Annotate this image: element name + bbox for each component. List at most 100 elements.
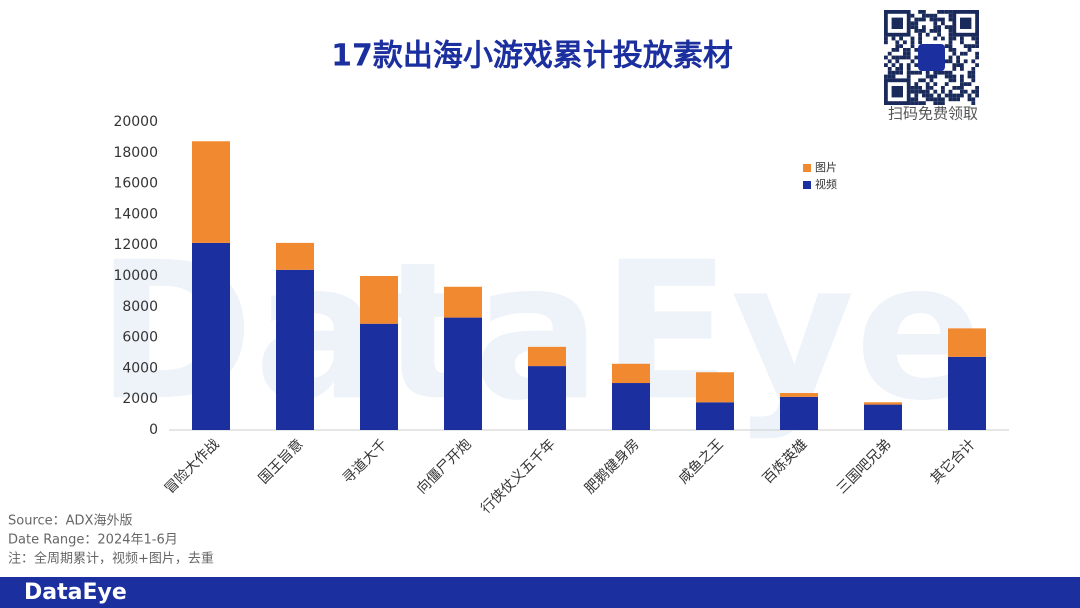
qr-module [918,89,922,94]
qr-module [887,67,892,71]
qr-module [948,89,953,94]
qr-module [906,63,911,67]
qr-module [910,97,915,102]
bar [780,396,818,430]
qr-module [952,51,957,56]
qr-module [956,86,960,90]
qr-module [922,101,926,105]
qr-module [971,101,976,105]
qr-module [918,17,922,22]
y-tick-label: 4000 [122,360,158,376]
qr-module [933,70,938,75]
qr-logo [918,44,945,71]
qr-module [971,97,976,102]
bar [528,346,566,367]
qr-module [971,78,976,83]
qr-module [922,17,926,22]
y-tick-label: 2000 [122,391,158,407]
qr-module [925,93,930,98]
qr-module [937,97,941,102]
qr-module [925,89,930,94]
qr-module [975,36,979,41]
qr-module [941,21,945,26]
qr-module [948,25,953,29]
qr-module [922,13,926,18]
qr-module [925,70,930,75]
qr-module [910,59,915,64]
qr-module [933,21,938,26]
qr-module [906,70,911,75]
qr-module [899,67,903,71]
qr-module [960,86,964,90]
qr-module [948,70,953,75]
qr-module [895,67,900,71]
qr-module [971,44,976,48]
qr-module [914,86,919,90]
qr-module [937,17,941,22]
qr-module [948,40,953,45]
qr-module [956,63,960,67]
qr-finder [884,78,911,106]
qr-module [941,97,945,102]
qr-module [884,36,888,41]
qr-module [914,25,919,29]
qr-module [891,74,896,79]
qr-module [956,59,960,64]
qr-module [925,13,930,18]
qr-module [929,13,934,18]
qr-module [884,63,888,67]
qr-module [933,25,938,29]
qr-module [960,93,964,98]
qr-module [933,36,938,41]
qr-module [929,97,934,102]
note: 注：全周期累计，视频+图片，去重 [8,551,214,567]
qr-module [967,74,972,79]
qr-module [918,29,922,33]
qr-module [914,93,919,98]
qr-module [960,63,964,67]
qr-module [948,13,953,18]
qr-module [925,86,930,90]
qr-module [967,44,972,48]
qr-module [960,89,964,94]
y-tick-label: 20000 [113,114,158,130]
qr-module [952,86,957,90]
qr-module [941,70,945,75]
qr-module [960,78,964,83]
qr-module [918,10,922,14]
bar [444,317,482,430]
bar [528,366,566,430]
qr-module [910,13,915,18]
qr-module [944,10,949,14]
y-tick-label: 8000 [122,299,158,315]
qr-module [895,44,900,48]
qr-module [903,55,907,60]
qr-module [948,78,953,83]
qr-module [963,89,968,94]
bar [612,363,650,384]
bar [192,141,230,243]
qr-module [895,55,900,60]
qr-finder [960,17,972,29]
bar [444,286,482,318]
y-tick-label: 0 [149,422,158,438]
bar [276,242,314,270]
qr-module [929,17,934,22]
qr-module [914,55,919,60]
qr-module [960,82,964,86]
qr-module [956,93,960,98]
qr-module [971,59,976,64]
qr-module [887,59,892,64]
qr-module [899,70,903,75]
qr-module [960,51,964,56]
qr-module [937,25,941,29]
qr-module [948,59,953,64]
qr-module [910,36,915,41]
qr-module [975,55,979,60]
qr-module [941,10,945,14]
qr-module [933,97,938,102]
qr-module [975,89,979,94]
qr-finder [952,9,979,37]
qr-module [922,10,926,14]
qr-module [891,36,896,41]
